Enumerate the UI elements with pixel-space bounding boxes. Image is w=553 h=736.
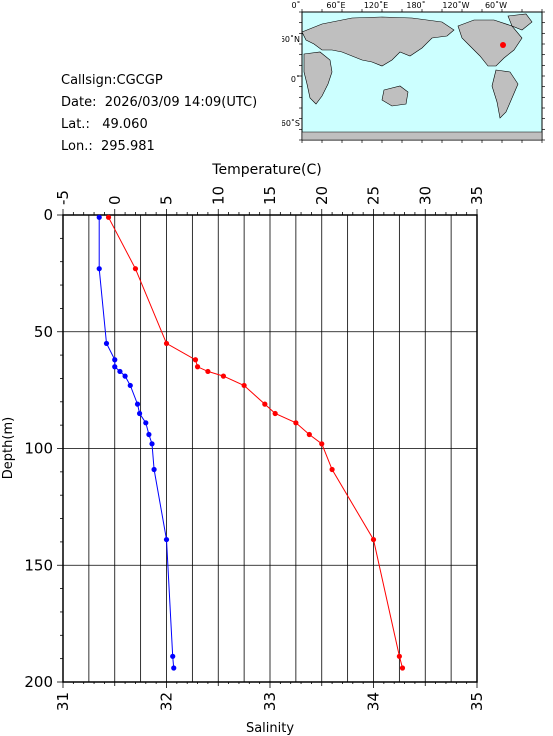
temperature-data-point [262, 401, 268, 407]
temperature-data-point [399, 665, 406, 671]
map-lon-labels: 0˚ 60˚E 120˚E 180˚ 120˚W 60˚W [291, 0, 507, 10]
temperature-data-point [132, 266, 139, 272]
temperature-data-point [329, 466, 335, 473]
temperature-axis-label: Temperature(C) [211, 162, 321, 178]
temperature-data-point [293, 420, 299, 426]
station-marker [500, 42, 506, 48]
date-value: 2026/03/09 14:09(UTC) [104, 95, 258, 110]
location-map: 0˚ 60˚E 120˚E 180˚ 120˚W 60˚W 60˚N 0˚ 60˚S [282, 0, 545, 143]
salinity-data-point [163, 536, 170, 543]
map-lon-label: 60˚W [485, 0, 507, 10]
map-land [301, 13, 543, 141]
salinity-data-point [149, 441, 155, 447]
temperature-data-point [370, 536, 377, 543]
lon-value: 295.981 [101, 139, 155, 154]
profile-chart: -5 0 5 10 15 20 25 30 35 31 32 33 34 35 050100150200… [1, 162, 486, 736]
map-lat-label: 0˚ [291, 74, 300, 84]
temperature-tick-label: 5 [158, 195, 176, 205]
grid [63, 215, 477, 682]
map-lat-label: 60˚S [282, 118, 300, 128]
temperature-data-point [194, 364, 201, 370]
europe-asia-landmass [301, 16, 455, 67]
temperature-data-point [396, 653, 402, 659]
salinity-axis-label: Salinity [246, 721, 294, 736]
salinity-axis: 31 32 33 34 35 [54, 682, 486, 711]
salinity-data-point [170, 653, 176, 659]
salinity-data-point [117, 368, 123, 375]
salinity-tick-label: 31 [54, 692, 72, 711]
depth-tick-label: 50 [34, 323, 53, 341]
antarctica-landmass [301, 131, 543, 141]
temperature-data-point [319, 441, 325, 447]
date-line: Date: 2026/03/09 14:09(UTC) [61, 92, 257, 114]
temperature-data-point [105, 214, 112, 220]
lat-line: Lat.: 49.060 [61, 114, 257, 136]
depth-tick-label: 150 [24, 556, 53, 574]
salinity-tick-label: 35 [468, 692, 486, 711]
africa-landmass [303, 51, 333, 105]
lat-value: 49.060 [102, 117, 148, 132]
temperature-tick-label: 25 [365, 186, 383, 205]
salinity-data-point [136, 410, 143, 417]
salinity-tick-label: 34 [365, 692, 383, 711]
map-lon-label: 180˚ [406, 0, 425, 10]
depth-axis: 0 50 100 150 200 [24, 206, 63, 691]
depth-tick-label: 100 [24, 440, 53, 458]
temperature-data-point [306, 431, 312, 438]
map-lon-label: 120˚E [364, 0, 388, 10]
salinity-data-point [146, 431, 152, 438]
temperature-tick-label: 20 [313, 186, 331, 205]
map-lon-label: 0˚ [291, 0, 300, 10]
salinity-data-point [171, 665, 177, 671]
salinity-data-point [112, 357, 118, 363]
salinity-data-point [134, 401, 141, 407]
plot-frame [62, 214, 478, 683]
temperature-tick-label: -5 [54, 190, 72, 205]
salinity-tick-label: 33 [261, 692, 279, 711]
temperature-data-point [205, 368, 211, 375]
depth-tick-label: 200 [24, 673, 53, 691]
salinity-data-point [112, 364, 118, 370]
salinity-data-point [103, 340, 110, 347]
map-lat-label: 60˚N [282, 34, 300, 44]
series-layer [96, 214, 406, 671]
temperature-data-point [192, 357, 199, 363]
temperature-axis: -5 0 5 10 15 20 25 30 35 [54, 186, 486, 215]
station-info: Callsign:CGCGP Date: 2026/03/09 14:09(UT… [61, 70, 257, 158]
callsign-line: Callsign:CGCGP [61, 70, 257, 92]
salinity-data-point [127, 382, 133, 389]
salinity-tick-label: 32 [158, 692, 176, 711]
temperature-data-point [241, 382, 247, 389]
depth-axis-label: Depth(m) [1, 417, 16, 479]
greenland-landmass [507, 13, 533, 31]
salinity-data-point [96, 214, 102, 220]
lon-label: Lon.: [61, 139, 93, 154]
lat-label: Lat.: [61, 117, 90, 132]
australia-landmass [381, 85, 409, 107]
salinity-data-point [143, 420, 149, 426]
date-label: Date: [61, 95, 97, 110]
depth-tick-label: 0 [43, 206, 53, 224]
temperature-tick-label: 10 [209, 186, 227, 205]
map-lon-label: 60˚E [326, 0, 345, 10]
callsign-label: Callsign: [61, 73, 117, 88]
temperature-tick-label: 0 [106, 195, 124, 205]
callsign-value: CGCGP [116, 73, 163, 88]
temperature-tick-label: 30 [416, 186, 434, 205]
map-frame-ticks [299, 9, 545, 143]
salinity-data-point [151, 466, 157, 473]
temperature-data-point [163, 340, 170, 347]
south-america-landmass [491, 69, 519, 119]
temperature-data-point [220, 373, 227, 379]
temperature-data-point [272, 410, 278, 417]
north-america-landmass [457, 19, 523, 67]
temperature-tick-label: 35 [468, 186, 486, 205]
salinity-data-point [96, 266, 102, 272]
salinity-data-point [122, 373, 128, 379]
map-lat-labels: 60˚N 0˚ 60˚S [282, 34, 300, 128]
lon-line: Lon.: 295.981 [61, 136, 257, 158]
temperature-tick-label: 15 [261, 186, 279, 205]
map-lon-label: 120˚W [442, 0, 469, 10]
